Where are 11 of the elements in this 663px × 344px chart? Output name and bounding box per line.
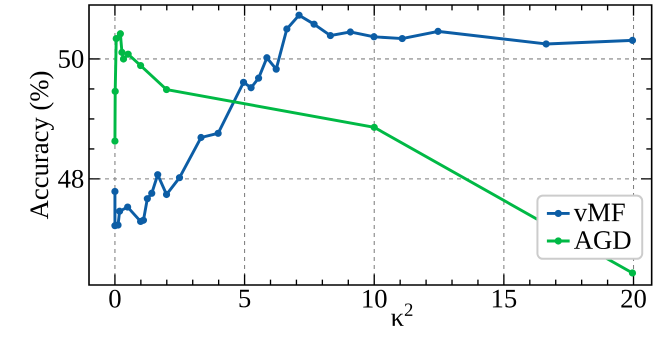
x-tick-label: 15 <box>492 290 516 308</box>
x-tick-label: 0 <box>109 290 121 308</box>
legend-label: AGD <box>574 231 630 250</box>
x-axis-title: κ$^{2}$ <box>391 304 412 326</box>
x-tick-label: 10 <box>363 290 387 308</box>
y-axis-title: Accuracy (%) <box>30 72 54 220</box>
y-tick-label: 48 <box>58 170 84 188</box>
x-tick-label: 5 <box>239 290 250 308</box>
y-tick-label: 50 <box>59 50 84 68</box>
x-tick-label: 20 <box>621 290 646 308</box>
legend-label: vMF <box>574 204 625 222</box>
